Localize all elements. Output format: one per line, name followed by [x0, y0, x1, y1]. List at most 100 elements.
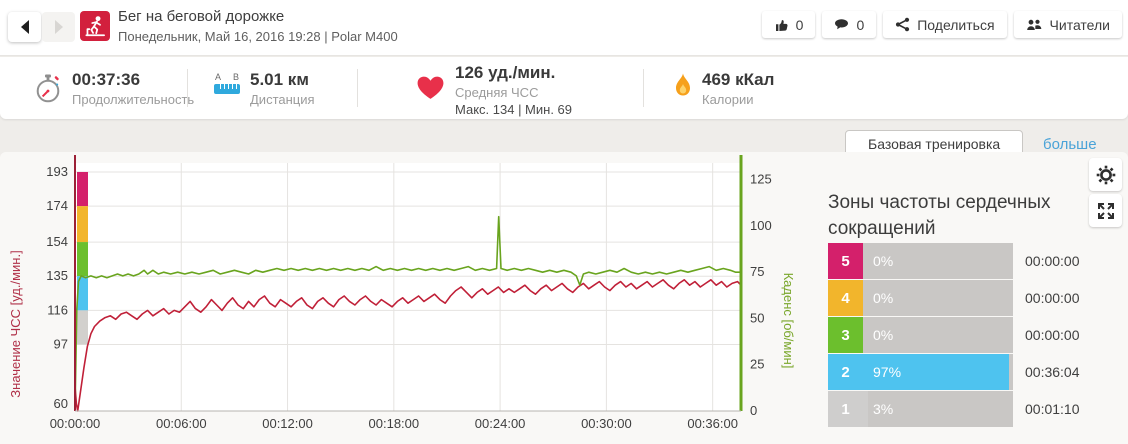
duration-stat: 00:37:36 Продолжительность — [72, 70, 194, 107]
comment-bubble-icon — [835, 19, 849, 30]
distance-label: Дистанция — [250, 92, 315, 107]
zone-number: 2 — [828, 354, 863, 390]
chart-settings-button[interactable] — [1089, 158, 1122, 191]
left-axis-title: Значение ЧСС [уд./мин.] — [8, 250, 23, 398]
workout-header-titles: Бег на беговой дорожке Понедельник, Май … — [118, 8, 398, 44]
zones-panel-title: Зоны частоты сердечных сокращений — [828, 192, 1051, 239]
more-link[interactable]: больше — [1043, 136, 1097, 153]
svg-text:50: 50 — [750, 310, 764, 325]
back-button[interactable] — [8, 12, 41, 42]
svg-text:0: 0 — [750, 403, 757, 418]
zone-row: 3 0% 00:00:00 — [828, 317, 1080, 353]
followers-label: Читатели — [1049, 16, 1110, 33]
zone-time: 00:36:04 — [1025, 364, 1080, 380]
svg-text:00:24:00: 00:24:00 — [475, 416, 526, 431]
treadmill-running-icon — [80, 11, 110, 41]
zone-bar: 0% — [863, 317, 1013, 353]
zone-bar-fill — [863, 391, 868, 427]
svg-text:00:12:00: 00:12:00 — [262, 416, 313, 431]
zone-number: 4 — [828, 280, 863, 316]
heart-rate-stat: 126 уд./мин. Средняя ЧСС Макс. 134 | Мин… — [455, 63, 572, 117]
zone-percent: 97% — [873, 364, 902, 380]
heart-rate-label: Средняя ЧСС — [455, 85, 539, 100]
zone-number: 3 — [828, 317, 863, 353]
svg-text:97: 97 — [54, 337, 68, 352]
heart-rate-minmax: Макс. 134 | Мин. 69 — [455, 102, 573, 117]
svg-text:00:00:00: 00:00:00 — [50, 416, 101, 431]
zone-number: 5 — [828, 243, 863, 279]
heart-rate-value: 126 уд./мин. — [455, 63, 556, 82]
svg-text:135: 135 — [46, 268, 68, 283]
zone-bar-fill — [863, 354, 1009, 390]
zone-percent: 3% — [873, 401, 894, 417]
like-count: 0 — [795, 16, 804, 33]
comment-button[interactable]: 0 — [822, 11, 877, 38]
header-actions: 0 0 Поделиться Читатели — [761, 11, 1122, 38]
back-icon — [20, 20, 29, 34]
calories-value: 469 кКал — [702, 70, 775, 89]
right-axis-title: Каденс [об/мин] — [781, 272, 796, 369]
distance-value: 5.01 км — [250, 70, 309, 89]
stopwatch-icon — [34, 74, 62, 109]
svg-text:174: 174 — [46, 198, 68, 213]
zone-row: 4 0% 00:00:00 — [828, 280, 1080, 316]
comment-count: 0 — [856, 16, 865, 33]
calories-label: Калории — [702, 92, 754, 107]
marker-a-label: A — [215, 72, 222, 82]
forward-button[interactable] — [42, 12, 75, 42]
expand-chart-button[interactable] — [1089, 194, 1122, 227]
svg-text:00:36:00: 00:36:00 — [687, 416, 738, 431]
stats-separator — [357, 69, 358, 107]
zone-row: 5 0% 00:00:00 — [828, 243, 1080, 279]
zone-time: 00:01:10 — [1025, 401, 1080, 417]
stats-bar: 00:37:36 Продолжительность A B 5.01 км Д… — [0, 57, 1128, 158]
zone-percent: 0% — [873, 327, 894, 343]
like-button[interactable]: 0 — [761, 11, 816, 38]
hr-cadence-chart: 60 97 116 135 154 174 193 0 25 50 75 100 125 00:00:00… — [46, 155, 772, 431]
ruler-icon — [214, 84, 240, 94]
svg-text:116: 116 — [47, 302, 68, 317]
stats-separator — [643, 69, 644, 107]
zones-table: 5 0% 00:00:00 4 0% 00:00:00 3 0% 00:00:00 2 97% 00:… — [828, 243, 1080, 428]
svg-text:00:18:00: 00:18:00 — [369, 416, 420, 431]
share-label: Поделиться — [917, 16, 995, 33]
calories-stat: 469 кКал Калории — [702, 70, 774, 107]
stats-separator — [187, 69, 188, 107]
svg-text:00:30:00: 00:30:00 — [581, 416, 632, 431]
people-icon — [1026, 19, 1041, 30]
zone-bar: 97% — [863, 354, 1013, 390]
workout-subtitle: Понедельник, Май 16, 2016 19:28 | Polar … — [118, 29, 398, 44]
chart-panel: 60 97 116 135 154 174 193 0 25 50 75 100 125 00:00:00… — [0, 152, 1128, 444]
svg-text:75: 75 — [750, 264, 764, 279]
zone-time: 00:00:00 — [1025, 290, 1080, 306]
marker-b-label: B — [232, 72, 239, 82]
thumbs-up-icon — [775, 19, 788, 31]
svg-text:00:06:00: 00:06:00 — [156, 416, 207, 431]
share-icon — [896, 17, 910, 32]
gear-icon — [1096, 165, 1115, 184]
duration-label: Продолжительность — [72, 92, 195, 107]
distance-stat: 5.01 км Дистанция — [250, 70, 315, 107]
svg-text:125: 125 — [750, 172, 772, 187]
svg-text:25: 25 — [750, 357, 764, 372]
zone-percent: 0% — [873, 290, 894, 306]
zone-bar: 0% — [863, 280, 1013, 316]
forward-icon — [54, 20, 63, 34]
distance-icon: A B — [214, 72, 240, 94]
zone-row: 2 97% 00:36:04 — [828, 354, 1080, 390]
share-button[interactable]: Поделиться — [883, 11, 1007, 38]
zone-bar: 0% — [863, 243, 1013, 279]
followers-button[interactable]: Читатели — [1013, 11, 1122, 38]
svg-text:154: 154 — [46, 234, 68, 249]
flame-icon — [672, 72, 694, 108]
workout-title: Бег на беговой дорожке — [118, 8, 285, 25]
zone-number: 1 — [828, 391, 863, 427]
zone-row: 1 3% 00:01:10 — [828, 391, 1080, 427]
zone-time: 00:00:00 — [1025, 327, 1080, 343]
svg-text:60: 60 — [54, 396, 68, 411]
zone-percent: 0% — [873, 253, 894, 269]
duration-value: 00:37:36 — [72, 70, 141, 89]
expand-icon — [1097, 202, 1114, 219]
heart-icon — [415, 74, 446, 106]
top-header: Бег на беговой дорожке Понедельник, Май … — [0, 0, 1128, 56]
